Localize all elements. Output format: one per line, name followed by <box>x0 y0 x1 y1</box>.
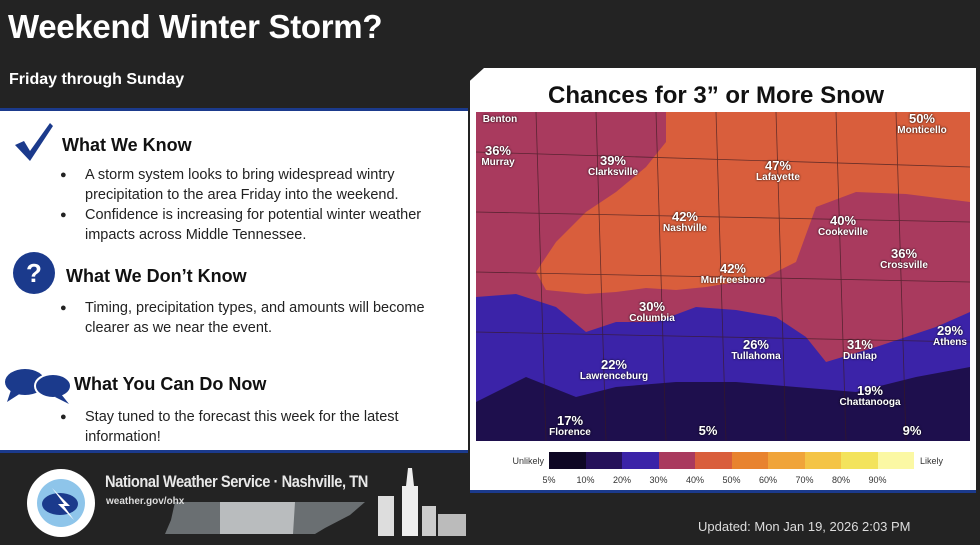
legend-swatch <box>658 452 695 469</box>
checkmark-icon <box>15 123 53 161</box>
section-heading: What We Know <box>62 135 192 155</box>
office-name: National Weather Service · Nashville, TN <box>105 472 368 491</box>
map-label: 40% Cookeville <box>817 213 869 238</box>
legend-tick: 70% <box>795 475 814 485</box>
legend-tick: 80% <box>831 475 851 485</box>
map-label: 26% Tullahoma <box>731 337 781 362</box>
updated-timestamp: Updated: Mon Jan 19, 2026 2:03 PM <box>698 519 911 534</box>
nws-logo <box>27 469 95 537</box>
tennessee-map-graphic <box>165 502 365 534</box>
map-label: 31% Dunlap <box>843 337 877 362</box>
map-label: 36% Murray <box>481 143 515 168</box>
bullet: Timing, precipitation types, and amounts… <box>60 298 460 338</box>
color-legend <box>549 452 914 469</box>
map-label: 47% Lafayette <box>756 158 800 183</box>
map-label: 39% Clarksville <box>587 153 639 178</box>
legend-tick: 60% <box>758 475 778 485</box>
office-url[interactable]: weather.gov/ohx <box>106 496 185 507</box>
legend-tick: 40% <box>685 475 705 485</box>
map-shading <box>476 112 970 441</box>
legend-swatch <box>841 452 878 469</box>
map-label: 36% Crossville <box>880 246 928 271</box>
question-icon: ? <box>13 252 55 294</box>
page-title: Weekend Winter Storm? <box>8 8 383 45</box>
legend-tick: 20% <box>612 475 632 485</box>
info-panel: What We Know A storm system looks to bri… <box>0 108 468 453</box>
legend-tick: 90% <box>868 475 887 485</box>
legend-swatch <box>804 452 841 469</box>
map-label: 42% Nashville <box>663 209 707 234</box>
bullet: Stay tuned to the forecast this week for… <box>60 407 460 447</box>
legend-swatch <box>695 452 732 469</box>
legend-tick: 50% <box>722 475 741 485</box>
legend-swatch <box>768 452 805 469</box>
page-subtitle: Friday through Sunday <box>9 71 185 88</box>
map-title: Chances for 3” or More Snow <box>548 82 885 109</box>
bullet: A storm system looks to bring widespread… <box>60 165 460 205</box>
legend-swatch <box>585 452 622 469</box>
legend-tick: 30% <box>649 475 668 485</box>
legend-tick: 5% <box>542 475 556 485</box>
map-label: 17% Florence <box>549 413 591 438</box>
map-label: 50% Monticello <box>897 112 947 136</box>
map-label: 5% <box>698 423 718 438</box>
map-label: 42% Murfreesboro <box>700 261 766 286</box>
legend-high-label: Likely <box>920 456 944 466</box>
bullet: Confidence is increasing for potential w… <box>60 205 460 245</box>
snow-probability-map: Benton 36% Murray 39% Clarksville 47% Lafay… <box>476 112 970 441</box>
map-label: 29% Athens <box>933 323 967 348</box>
legend-swatch <box>731 452 768 469</box>
nashville-skyline-graphic <box>378 468 466 536</box>
legend-low-label: Unlikely <box>512 456 544 466</box>
section-heading: What You Can Do Now <box>74 374 267 394</box>
map-label: 30% Columbia <box>629 299 675 324</box>
legend-swatch <box>877 452 914 469</box>
speech-bubbles-icon <box>5 369 72 404</box>
map-label: 19% Chattanooga <box>839 383 901 408</box>
legend-swatch <box>622 452 659 469</box>
map-label: Benton <box>482 114 518 125</box>
section-heading: What We Don’t Know <box>66 266 247 286</box>
svg-text:?: ? <box>26 258 42 288</box>
legend-tick: 10% <box>576 475 595 485</box>
legend-swatch <box>549 452 586 469</box>
map-label: 22% Lawrenceburg <box>579 357 649 382</box>
map-label: 9% <box>902 423 922 438</box>
